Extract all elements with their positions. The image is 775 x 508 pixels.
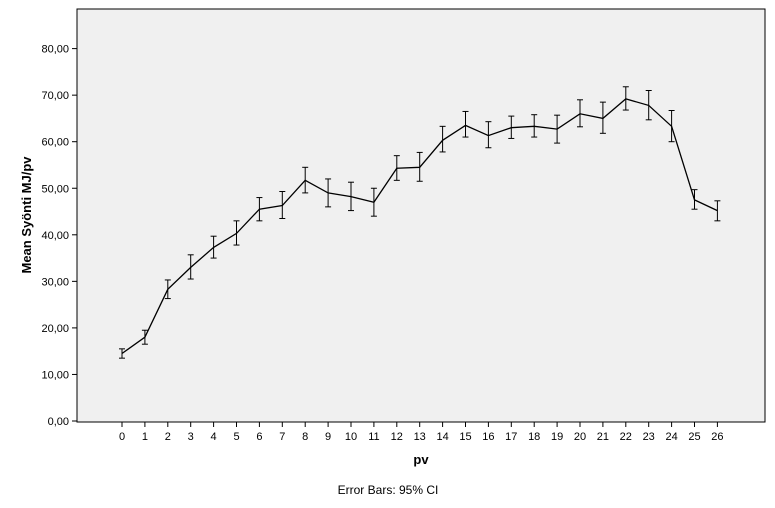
x-tick-label: 18 xyxy=(528,431,540,443)
x-tick-label: 24 xyxy=(665,431,677,443)
x-tick-label: 8 xyxy=(302,431,308,443)
error-bars-note: Error Bars: 95% CI xyxy=(338,483,439,497)
x-tick-label: 22 xyxy=(620,431,632,443)
error-bar xyxy=(119,348,125,359)
y-tick-label: 60,00 xyxy=(41,137,69,149)
x-tick-label: 6 xyxy=(256,431,262,443)
y-tick-label: 0,00 xyxy=(48,416,69,428)
x-axis: 0 1 2 3 4 5 6 7 8 9 10 11 12 13 14 15 16 17 18 19 20 21 22 23 24… xyxy=(119,422,724,443)
x-tick-label: 4 xyxy=(211,431,217,443)
x-tick-label: 7 xyxy=(279,431,285,443)
x-tick-label: 14 xyxy=(436,431,448,443)
x-tick-label: 0 xyxy=(119,431,125,443)
plot-area xyxy=(76,8,766,423)
y-tick-label: 20,00 xyxy=(41,323,69,335)
x-tick-label: 5 xyxy=(233,431,239,443)
x-axis-title: pv xyxy=(413,452,429,467)
error-bar xyxy=(439,125,446,153)
x-tick-label: 9 xyxy=(325,431,331,443)
x-tick-label: 12 xyxy=(391,431,403,443)
y-tick-label: 40,00 xyxy=(41,230,69,242)
x-tick-label: 17 xyxy=(505,431,517,443)
y-tick-label: 30,00 xyxy=(41,276,69,288)
y-axis: 0,00 10,00 20,00 30,00 40,00 50,00 60,00 70,00 8… xyxy=(41,44,77,428)
x-tick-label: 1 xyxy=(142,431,148,443)
x-tick-label: 23 xyxy=(643,431,655,443)
series-line xyxy=(121,98,718,355)
y-axis-title: Mean Syönti MJ/pv xyxy=(19,156,34,274)
x-tick-label: 3 xyxy=(188,431,194,443)
y-tick-label: 50,00 xyxy=(41,183,69,195)
y-tick-label: 80,00 xyxy=(41,44,69,56)
x-tick-label: 19 xyxy=(551,431,563,443)
x-tick-label: 13 xyxy=(414,431,426,443)
error-bar xyxy=(462,110,469,138)
error-bar xyxy=(714,200,721,222)
x-tick-label: 2 xyxy=(165,431,171,443)
x-tick-label: 15 xyxy=(459,431,471,443)
x-tick-label: 25 xyxy=(688,431,700,443)
x-tick-label: 21 xyxy=(597,431,609,443)
x-tick-label: 16 xyxy=(482,431,494,443)
y-tick-label: 10,00 xyxy=(41,369,69,381)
x-tick-label: 26 xyxy=(711,431,723,443)
error-bar xyxy=(485,121,492,149)
y-tick-label: 70,00 xyxy=(41,90,69,102)
x-tick-label: 11 xyxy=(368,431,379,443)
x-tick-label: 10 xyxy=(345,431,357,443)
x-tick-label: 20 xyxy=(574,431,586,443)
